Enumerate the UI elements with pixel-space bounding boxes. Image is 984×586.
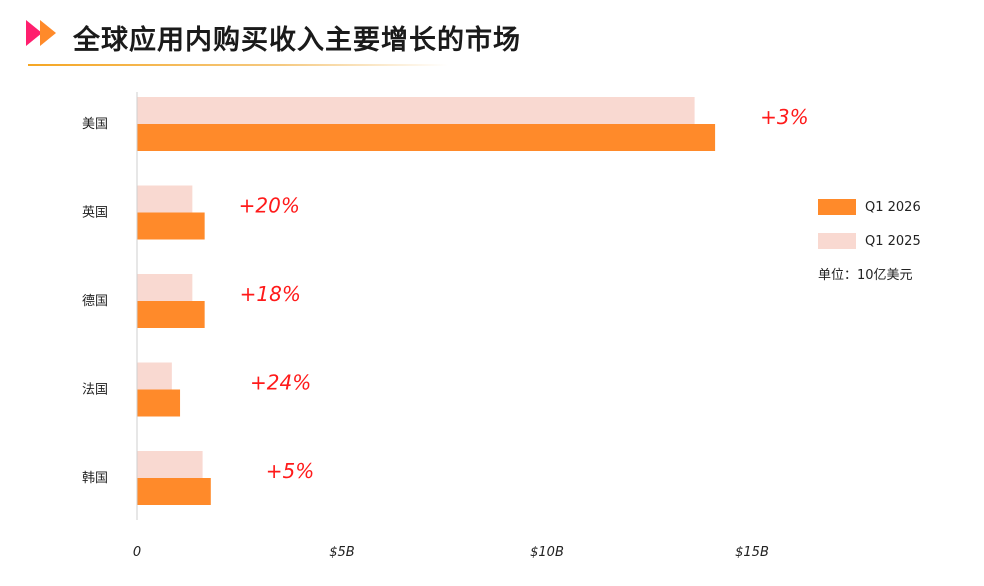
logo-left-triangle: [26, 20, 42, 46]
growth-label-2: +18%: [240, 282, 301, 306]
title-divider: [28, 64, 448, 66]
x-tick-label-0: 0: [133, 545, 141, 560]
x-tick-label-2: $10B: [530, 545, 564, 560]
legend-label-q1-2026: Q1 2026: [865, 199, 921, 215]
bar-q1-2026-1: [137, 212, 205, 240]
bar-q1-2026-2: [137, 301, 205, 328]
legend-item-q1-2025: Q1 2025: [818, 232, 921, 250]
growth-label-4: +5%: [266, 459, 315, 483]
growth-label-1: +20%: [239, 194, 300, 218]
logo-right-triangle: [40, 20, 56, 46]
legend-label-q1-2025: Q1 2025: [865, 233, 921, 249]
bar-q1-2025-2: [137, 274, 193, 301]
chart-legend: Q1 2026 Q1 2025 单位：10亿美元: [818, 198, 921, 283]
page-title: 全球应用内购买收入主要增长的市场: [73, 25, 521, 56]
bar-q1-2026-3: [137, 389, 181, 417]
bar-q1-2026-0: [137, 124, 716, 151]
brand-logo-icon: [26, 20, 56, 46]
bar-q1-2025-4: [137, 451, 203, 478]
x-tick-label-1: $5B: [329, 545, 355, 560]
unit-note: 单位：10亿美元: [818, 268, 913, 283]
bar-q1-2026-4: [137, 478, 211, 505]
category-label-1: 英国: [82, 206, 108, 221]
bar-q1-2025-3: [137, 362, 172, 390]
legend-swatch-q1-2025: [818, 233, 856, 249]
legend-swatch-q1-2026: [818, 199, 856, 215]
growth-label-0: +3%: [760, 105, 809, 129]
category-label-3: 法国: [82, 383, 108, 398]
growth-label-3: +24%: [250, 371, 311, 395]
x-tick-label-3: $15B: [735, 545, 769, 560]
category-label-2: 德国: [82, 294, 108, 309]
category-label-4: 韩国: [82, 471, 108, 486]
category-label-0: 美国: [82, 117, 108, 132]
bar-q1-2025-1: [137, 185, 193, 213]
legend-item-q1-2026: Q1 2026: [818, 198, 921, 216]
bar-q1-2025-0: [137, 97, 695, 124]
